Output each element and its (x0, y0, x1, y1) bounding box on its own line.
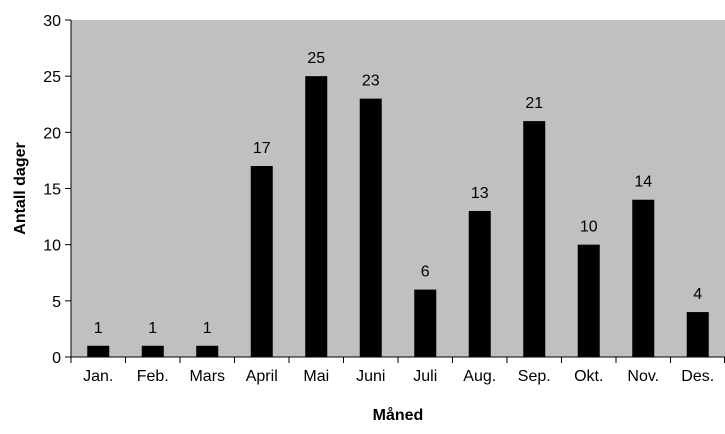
y-tick-label: 0 (52, 350, 61, 367)
data-label: 25 (307, 50, 325, 67)
x-tick-label: Aug. (463, 368, 496, 385)
bar (686, 312, 709, 357)
y-tick-label: 10 (43, 238, 61, 255)
y-axis-title: Antall dager (12, 142, 29, 234)
bar (250, 166, 273, 357)
data-label: 6 (421, 264, 430, 281)
data-label: 1 (148, 320, 157, 337)
data-labels: 1 1 1 17 25 23 6 13 21 10 14 4 (94, 50, 703, 337)
plot-area (71, 20, 725, 357)
y-tick-label: 30 (43, 13, 61, 30)
x-tick-label: Mai (303, 368, 329, 385)
bar (523, 121, 546, 357)
x-tick-label: Juli (413, 368, 437, 385)
x-axis: Jan. Feb. Mars April Mai Juni Juli Aug. Sep. Okt.… (70, 356, 725, 385)
data-label: 14 (634, 174, 652, 191)
bar-series (87, 76, 709, 358)
y-tick-label: 25 (43, 69, 61, 86)
bar (632, 199, 655, 357)
bar (359, 98, 382, 357)
y-axis: 0 5 10 15 20 25 30 (43, 13, 72, 367)
x-tick-label: Mars (189, 368, 225, 385)
x-tick-label: Jan. (83, 368, 113, 385)
x-tick-label: April (246, 368, 278, 385)
x-tick-label: Nov. (627, 368, 659, 385)
bar (305, 76, 328, 358)
data-label: 17 (253, 140, 271, 157)
data-label: 1 (94, 320, 103, 337)
data-label: 10 (580, 219, 598, 236)
x-tick-label: Okt. (574, 368, 603, 385)
y-tick-label: 5 (52, 294, 61, 311)
x-axis-title: Måned (373, 406, 424, 424)
x-tick-label: Des. (681, 368, 714, 385)
bar (577, 244, 600, 357)
bar (141, 345, 164, 357)
data-label: 21 (525, 95, 543, 112)
bar (87, 345, 110, 357)
x-tick-label: Feb. (137, 368, 169, 385)
bar (414, 289, 437, 357)
data-label: 1 (203, 320, 212, 337)
x-tick-label: Juni (356, 368, 385, 385)
data-label: 4 (693, 286, 702, 303)
data-label: 23 (362, 73, 380, 90)
x-tick-label: Sep. (518, 368, 551, 385)
y-tick-label: 20 (43, 125, 61, 142)
bar (196, 345, 219, 357)
bar (468, 210, 491, 357)
y-tick-label: 15 (43, 182, 61, 199)
data-label: 13 (471, 185, 489, 202)
